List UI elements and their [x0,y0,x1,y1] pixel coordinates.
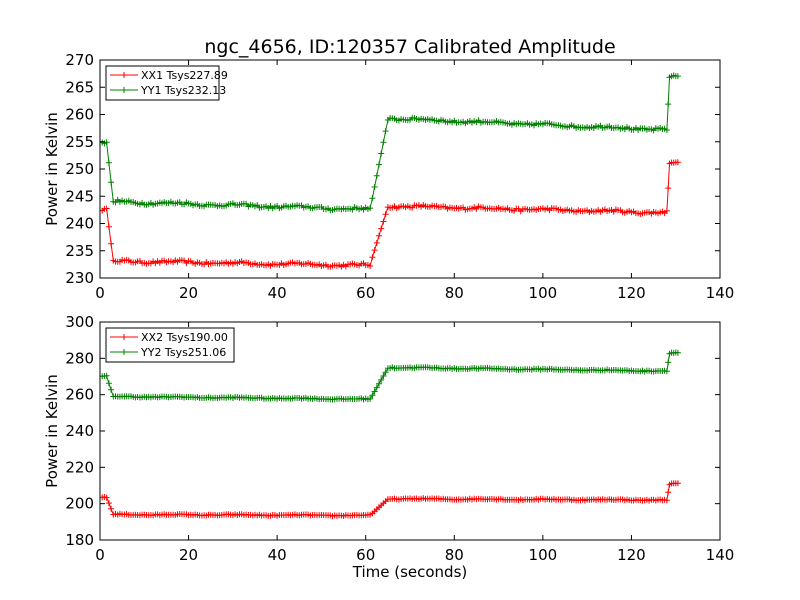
series-markers-2 [100,349,681,403]
y-tick-label: 260 [65,386,94,404]
legend-label: XX1 Tsys227.89 [141,69,228,82]
y-tick-label: 245 [65,187,94,205]
series-markers-1 [100,480,681,520]
x-axis-label: Time (seconds) [352,563,468,581]
chart-title: ngc_4656, ID:120357 Calibrated Amplitude [204,36,615,58]
x-tick-label: 40 [268,284,287,302]
legend-marker [121,72,127,78]
top-panel: 0 20 40 60 80 100 120 140 230 235 240 245 250 255 260 2… [43,51,734,302]
y-tick-label: 240 [65,422,94,440]
x-tick-label: 80 [445,546,464,564]
series-markers-2 [100,72,681,214]
y-tick-label: 250 [65,160,94,178]
bottom-panel: 0 20 40 60 80 100 120 140 180 200 220 240 260 280 300 P… [43,313,734,581]
y-tick-label: 300 [65,313,94,331]
x-tick-label: 0 [95,546,105,564]
legend-box [105,65,220,101]
legend-label: YY1 Tsys232.13 [140,84,226,97]
x-tick-label: 140 [706,284,735,302]
legend-label: XX2 Tsys190.00 [141,331,228,344]
x-tick-label: 0 [95,284,105,302]
y-tick-label: 270 [65,51,94,69]
y-tick-label: 180 [65,531,94,549]
x-tick-label: 20 [179,284,198,302]
legend-label: YY2 Tsys251.06 [140,346,226,359]
x-tick-label: 60 [356,546,375,564]
y-tick-label: 235 [65,242,94,260]
x-tick-label: 100 [529,546,558,564]
x-tick-label: 120 [617,546,646,564]
y-tick-label: 230 [65,269,94,287]
legend-box [105,327,235,363]
y-tick-label: 280 [65,349,94,367]
x-tick-label: 20 [179,546,198,564]
y-tick-label: 260 [65,106,94,124]
legend: XX2 Tsys190.00 YY2 Tsys251.06 [105,327,235,363]
x-tick-label: 60 [356,284,375,302]
x-tick-label: 120 [617,284,646,302]
legend: XX1 Tsys227.89 YY1 Tsys232.13 [105,65,228,101]
x-tick-label: 80 [445,284,464,302]
y-tick-label: 220 [65,458,94,476]
legend-marker [121,334,127,340]
y-tick-label: 265 [65,78,94,96]
y-tick-label: 255 [65,133,94,151]
y-tick-label: 200 [65,495,94,513]
x-tick-label: 40 [268,546,287,564]
legend-marker [121,87,127,93]
y-tick-label: 240 [65,215,94,233]
y-axis-label: Power in Kelvin [43,112,61,226]
x-tick-label: 100 [529,284,558,302]
legend-marker [121,349,127,355]
series-markers-1 [100,159,681,270]
y-axis-label: Power in Kelvin [43,374,61,488]
x-tick-label: 140 [706,546,735,564]
